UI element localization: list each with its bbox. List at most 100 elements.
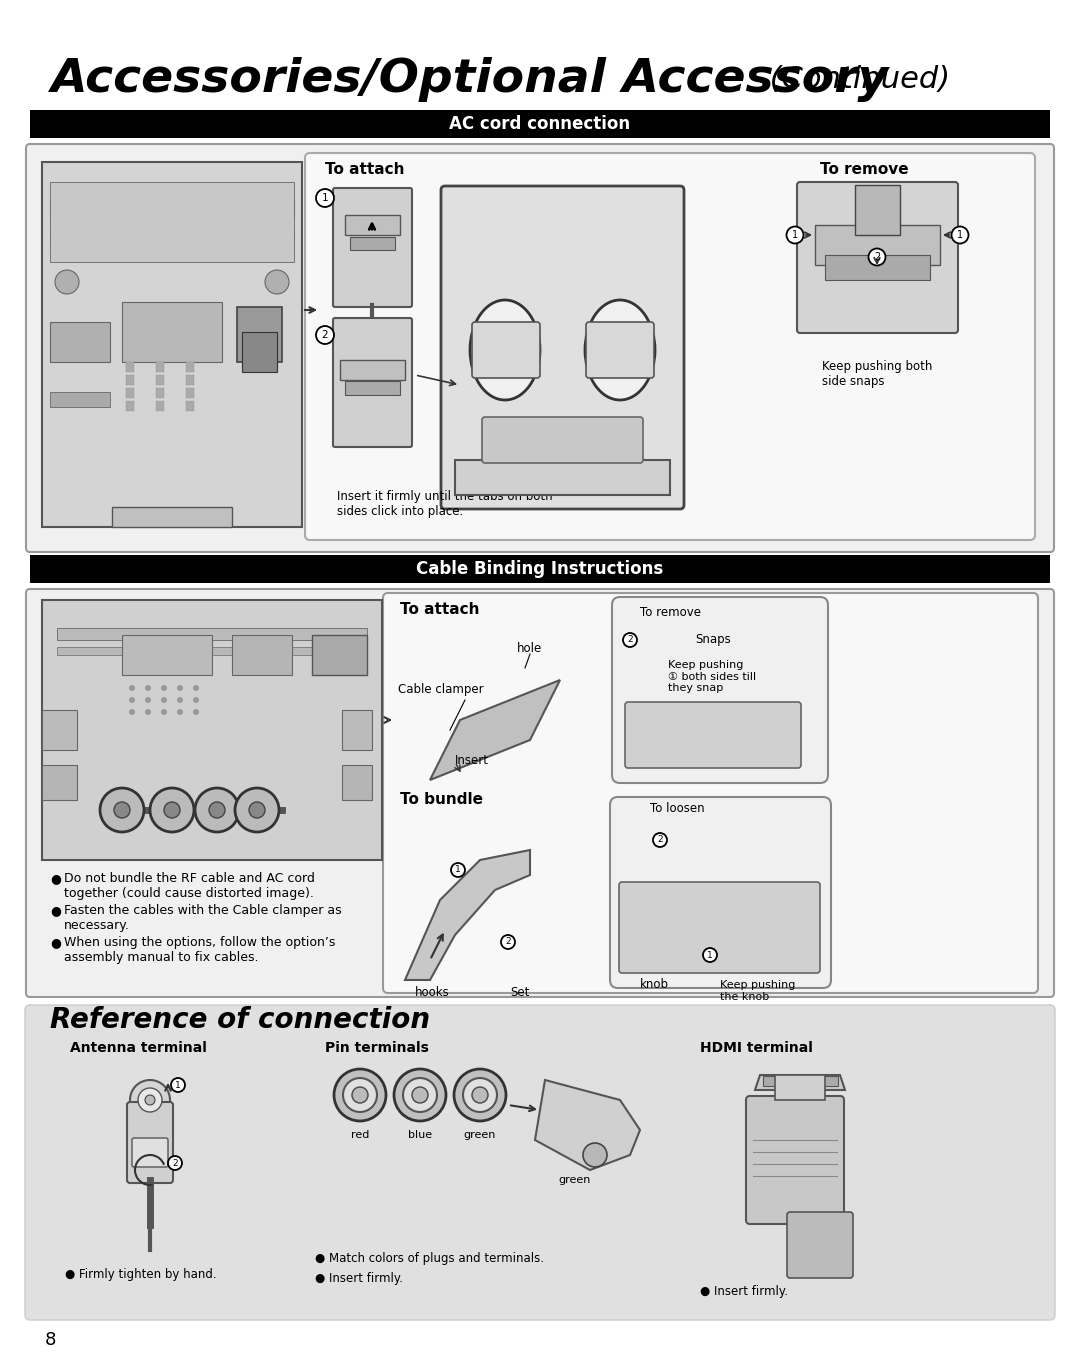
Bar xyxy=(57,647,367,656)
Text: ●: ● xyxy=(50,872,60,885)
Text: 1: 1 xyxy=(707,950,713,960)
Text: Fasten the cables with the Cable clamper as
necessary.: Fasten the cables with the Cable clamper… xyxy=(64,904,341,932)
Text: 2: 2 xyxy=(658,836,663,845)
Circle shape xyxy=(653,833,667,846)
Circle shape xyxy=(403,1078,437,1112)
Circle shape xyxy=(145,686,151,691)
Circle shape xyxy=(129,696,135,703)
Bar xyxy=(156,375,164,384)
Bar xyxy=(312,635,367,675)
Text: Cable Binding Instructions: Cable Binding Instructions xyxy=(417,560,663,578)
Circle shape xyxy=(316,326,334,343)
Circle shape xyxy=(352,1088,368,1103)
FancyBboxPatch shape xyxy=(612,597,828,782)
Bar xyxy=(126,363,134,372)
Circle shape xyxy=(451,863,465,876)
Text: ● Match colors of plugs and terminals.: ● Match colors of plugs and terminals. xyxy=(315,1253,544,1265)
Circle shape xyxy=(100,788,144,831)
Bar xyxy=(122,635,212,675)
Circle shape xyxy=(150,788,194,831)
Bar xyxy=(126,388,134,398)
Bar xyxy=(42,162,302,527)
Bar xyxy=(42,600,382,860)
Bar xyxy=(186,375,194,384)
Circle shape xyxy=(868,248,886,266)
Text: To attach: To attach xyxy=(325,162,405,177)
Bar xyxy=(156,388,164,398)
Text: Reference of connection: Reference of connection xyxy=(50,1006,430,1035)
FancyBboxPatch shape xyxy=(610,797,831,988)
Circle shape xyxy=(145,1094,156,1105)
Text: ● Firmly tighten by hand.: ● Firmly tighten by hand. xyxy=(65,1268,217,1281)
Text: To loosen: To loosen xyxy=(650,801,704,815)
FancyBboxPatch shape xyxy=(787,1212,853,1278)
Text: 1: 1 xyxy=(957,230,963,240)
Circle shape xyxy=(343,1078,377,1112)
FancyBboxPatch shape xyxy=(482,417,643,463)
Circle shape xyxy=(177,686,183,691)
Bar xyxy=(50,393,110,408)
FancyBboxPatch shape xyxy=(441,185,684,508)
Text: green: green xyxy=(558,1175,591,1184)
FancyBboxPatch shape xyxy=(383,593,1038,994)
Circle shape xyxy=(161,696,167,703)
Bar xyxy=(30,555,1050,583)
Circle shape xyxy=(145,709,151,716)
Polygon shape xyxy=(755,1075,845,1090)
Text: knob: knob xyxy=(640,979,669,991)
Circle shape xyxy=(463,1078,497,1112)
Bar xyxy=(232,635,292,675)
Text: ● Insert firmly.: ● Insert firmly. xyxy=(315,1272,403,1285)
Text: red: red xyxy=(351,1130,369,1139)
Text: Snaps: Snaps xyxy=(696,634,731,646)
Text: hooks: hooks xyxy=(415,985,449,999)
Text: hole: hole xyxy=(517,642,542,654)
Polygon shape xyxy=(535,1079,640,1169)
Bar xyxy=(350,237,395,249)
Circle shape xyxy=(235,788,279,831)
Bar xyxy=(50,322,110,363)
Text: To remove: To remove xyxy=(640,605,701,619)
Text: 1: 1 xyxy=(792,230,798,240)
Circle shape xyxy=(951,226,969,244)
FancyBboxPatch shape xyxy=(132,1138,168,1167)
Text: To remove: To remove xyxy=(820,162,908,177)
Circle shape xyxy=(703,949,717,962)
FancyBboxPatch shape xyxy=(305,153,1035,540)
Circle shape xyxy=(130,1079,170,1120)
Circle shape xyxy=(171,1078,185,1092)
Text: Set: Set xyxy=(510,985,529,999)
Circle shape xyxy=(472,1088,488,1103)
Circle shape xyxy=(177,709,183,716)
FancyBboxPatch shape xyxy=(26,589,1054,996)
Bar xyxy=(156,363,164,372)
FancyBboxPatch shape xyxy=(619,882,820,973)
Polygon shape xyxy=(405,851,530,980)
Text: ● Insert firmly.: ● Insert firmly. xyxy=(700,1285,788,1298)
Circle shape xyxy=(129,709,135,716)
Text: 2: 2 xyxy=(172,1159,178,1168)
Text: Pin terminals: Pin terminals xyxy=(325,1041,429,1055)
Text: Insert it firmly until the tabs on both
sides click into place.: Insert it firmly until the tabs on both … xyxy=(337,491,553,518)
Bar xyxy=(340,360,405,380)
Bar xyxy=(50,183,294,262)
FancyBboxPatch shape xyxy=(127,1103,173,1183)
Text: 2: 2 xyxy=(874,252,880,262)
Bar xyxy=(57,628,367,641)
Text: 8: 8 xyxy=(45,1332,56,1349)
Bar xyxy=(825,255,930,279)
Circle shape xyxy=(145,696,151,703)
Circle shape xyxy=(265,270,289,294)
Text: Insert: Insert xyxy=(455,754,489,766)
Bar xyxy=(455,459,670,495)
Circle shape xyxy=(501,935,515,949)
Text: Keep pushing
① both sides till
they snap: Keep pushing ① both sides till they snap xyxy=(669,660,756,694)
Bar xyxy=(342,765,372,800)
Bar xyxy=(42,765,77,800)
Ellipse shape xyxy=(470,300,540,399)
Text: ●: ● xyxy=(50,904,60,917)
Text: 1: 1 xyxy=(455,866,461,875)
Bar xyxy=(186,388,194,398)
FancyBboxPatch shape xyxy=(797,183,958,333)
Circle shape xyxy=(129,686,135,691)
